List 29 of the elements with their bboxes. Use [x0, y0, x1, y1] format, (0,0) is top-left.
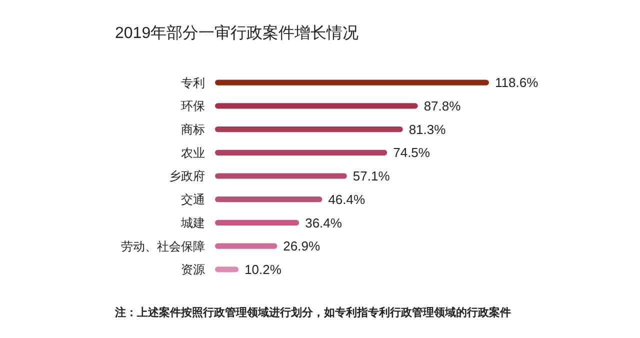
y-tick-label: 环保 [181, 99, 205, 114]
y-tick-label: 城建 [180, 216, 205, 230]
bar [215, 266, 239, 272]
bar [215, 220, 300, 226]
data-label: 26.9% [283, 238, 320, 254]
data-label: 74.5% [393, 145, 430, 160]
y-tick-label: 交通 [181, 192, 205, 207]
data-label: 46.4% [328, 192, 366, 207]
data-label: 87.8% [424, 98, 462, 114]
y-tick-label: 乡政府 [169, 169, 205, 184]
y-tick-label: 农业 [181, 146, 205, 160]
data-label: 81.3% [408, 122, 446, 137]
y-tick-label: 劳动、社会保障 [121, 239, 205, 254]
data-label: 10.2% [244, 262, 282, 277]
bar [215, 103, 418, 109]
bar [215, 150, 388, 156]
chart-title: 2019年部分一审行政案件增长情况 [115, 24, 359, 42]
bar [215, 243, 278, 249]
bar [215, 173, 347, 179]
bar [215, 80, 489, 86]
bar [215, 126, 403, 132]
data-label: 57.1% [352, 168, 390, 184]
y-tick-label: 专利 [181, 76, 205, 90]
data-label: 36.4% [305, 215, 342, 230]
y-tick-label: 商标 [181, 122, 205, 136]
y-tick-label: 资源 [181, 262, 205, 277]
bar [215, 196, 322, 202]
text: 注：上述案件按照行政管理领域进行划分，如专利指专利行政管理领域的行政案件 [114, 306, 511, 319]
data-label: 118.6% [495, 75, 539, 90]
